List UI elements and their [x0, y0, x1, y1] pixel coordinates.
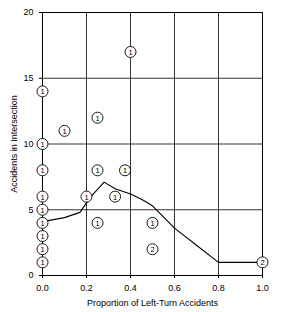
svg-text:1: 1 — [40, 232, 44, 241]
svg-text:10: 10 — [23, 139, 33, 149]
svg-text:1: 1 — [40, 219, 44, 228]
svg-text:1: 1 — [40, 206, 44, 215]
svg-text:1.0: 1.0 — [256, 283, 269, 293]
svg-text:1: 1 — [95, 219, 99, 228]
svg-text:2: 2 — [260, 258, 264, 267]
svg-text:2: 2 — [150, 245, 154, 254]
svg-text:1: 1 — [123, 166, 127, 175]
svg-text:1: 1 — [150, 219, 154, 228]
svg-text:0.2: 0.2 — [80, 283, 93, 293]
svg-text:0.4: 0.4 — [124, 283, 137, 293]
svg-text:15: 15 — [23, 73, 33, 83]
svg-text:0.0: 0.0 — [36, 283, 49, 293]
svg-text:1: 1 — [62, 127, 66, 136]
svg-text:1: 1 — [40, 193, 44, 202]
svg-text:1: 1 — [40, 245, 44, 254]
svg-text:5: 5 — [28, 205, 33, 215]
svg-text:1: 1 — [40, 166, 44, 175]
svg-text:1: 1 — [40, 140, 44, 149]
svg-text:0: 0 — [28, 270, 33, 280]
svg-text:Proportion of Left-Turn Accide: Proportion of Left-Turn Accidents — [87, 298, 219, 308]
svg-text:1: 1 — [128, 48, 132, 57]
svg-text:1: 1 — [95, 166, 99, 175]
svg-text:0.8: 0.8 — [212, 283, 225, 293]
svg-text:0.6: 0.6 — [168, 283, 181, 293]
svg-text:1: 1 — [40, 87, 44, 96]
svg-text:1: 1 — [84, 193, 88, 202]
svg-text:1: 1 — [113, 193, 117, 202]
svg-text:1: 1 — [40, 258, 44, 267]
svg-text:Accidents in Intersection: Accidents in Intersection — [9, 95, 19, 193]
svg-text:20: 20 — [23, 7, 33, 17]
svg-text:1: 1 — [95, 114, 99, 123]
